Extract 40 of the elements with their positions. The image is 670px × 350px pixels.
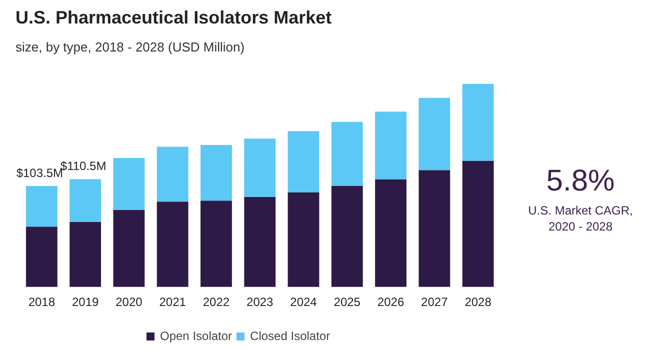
bar <box>200 144 232 201</box>
x-tick-label: 2019 <box>72 294 99 309</box>
bar <box>331 186 363 287</box>
bar <box>375 179 406 287</box>
bar <box>200 200 232 287</box>
chart-title: U.S. Pharmaceutical Isolators Market <box>16 8 332 28</box>
bar <box>462 160 494 287</box>
x-tick-label: 2023 <box>246 294 274 309</box>
bar <box>462 84 494 161</box>
text: 5.8% <box>546 164 615 198</box>
bar <box>244 138 276 197</box>
bar <box>375 112 406 180</box>
bar <box>244 196 276 287</box>
x-tick-label: 2028 <box>464 294 492 309</box>
x-tick-label: 2025 <box>334 294 361 309</box>
bar <box>156 146 188 202</box>
x-tick-label: 2022 <box>202 294 230 309</box>
legend-label: Open Isolator <box>160 329 232 343</box>
bar <box>26 186 58 227</box>
x-tick-label: 2020 <box>116 294 143 309</box>
bar <box>288 131 320 192</box>
x-tick-label: 2027 <box>421 294 448 309</box>
x-tick-label: 2026 <box>377 294 404 309</box>
text: 2020 - 2028 <box>548 220 613 234</box>
text: U.S. Market CAGR, <box>528 204 633 218</box>
legend-label: Closed Isolator <box>250 329 330 343</box>
bar <box>113 158 145 210</box>
bar <box>26 226 58 287</box>
bar <box>418 170 450 287</box>
bar <box>70 222 102 287</box>
bar <box>113 210 145 287</box>
bar <box>156 202 188 287</box>
bar <box>288 192 320 287</box>
chart-subtitle: size, by type, 2018 - 2028 (USD Million) <box>16 40 245 54</box>
x-tick-label: 2018 <box>28 294 56 309</box>
bar <box>418 98 450 170</box>
x-tick-label: 2024 <box>290 294 318 309</box>
bar <box>331 122 363 186</box>
x-tick-label: 2021 <box>159 294 186 309</box>
bar <box>70 179 102 222</box>
